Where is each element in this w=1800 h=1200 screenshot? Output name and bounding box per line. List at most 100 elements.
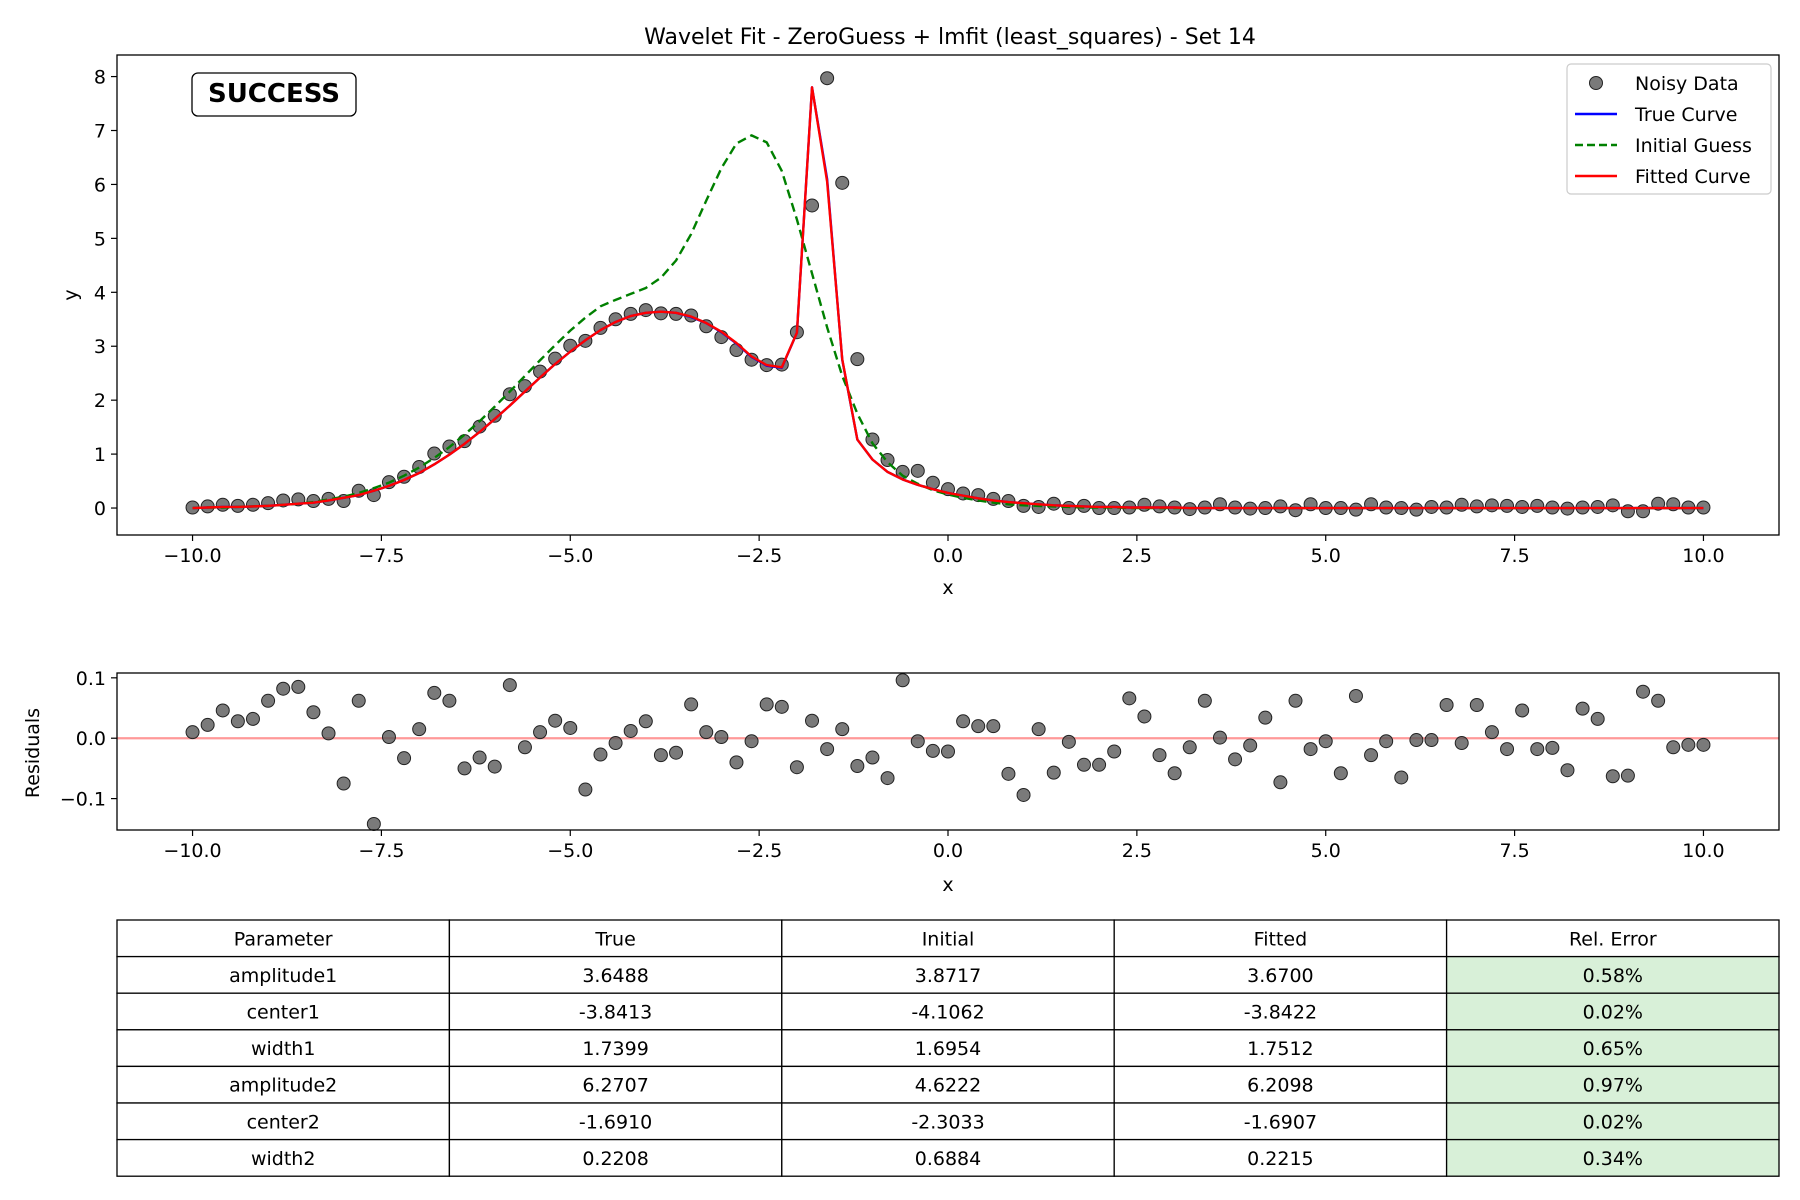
- residual-point: [1076, 757, 1091, 772]
- noisy-data-point: [261, 496, 276, 511]
- residual-point: [351, 693, 366, 708]
- main-y-tick-label: 2: [94, 390, 106, 412]
- noisy-data-point: [1454, 497, 1469, 512]
- main-x-tick-label: 0.0: [933, 545, 963, 567]
- table-cell: [448, 1029, 783, 1068]
- residual-point: [1364, 748, 1379, 763]
- residual-point: [653, 748, 668, 763]
- residuals-x-tick-label: −10.0: [163, 840, 221, 862]
- table-cell: [1113, 1102, 1448, 1141]
- legend-label: Initial Guess: [1635, 135, 1752, 157]
- residual-point: [835, 722, 850, 737]
- table-cell-text: 3.8717: [915, 965, 981, 987]
- legend-marker: [1589, 76, 1603, 90]
- residual-point: [1484, 725, 1499, 740]
- residual-point: [1318, 734, 1333, 749]
- table-cell-text: -4.1062: [911, 1002, 984, 1024]
- main-y-tick-label: 8: [94, 67, 106, 89]
- success-badge-box: [191, 72, 357, 117]
- table-cell: [1445, 1065, 1780, 1104]
- residual-point: [1560, 763, 1575, 778]
- table-header-text: Rel. Error: [1569, 928, 1657, 950]
- residual-point: [261, 693, 276, 708]
- table-cell: [1113, 992, 1448, 1031]
- residual-point: [563, 720, 578, 735]
- residuals-x-tick-label: 5.0: [1311, 840, 1341, 862]
- residual-point: [1590, 711, 1605, 726]
- table-cell-text: 3.6700: [1247, 965, 1313, 987]
- table-cell-text: width2: [251, 1148, 315, 1170]
- residual-point: [1092, 757, 1107, 772]
- legend-label: True Curve: [1634, 104, 1737, 126]
- main-y-tick-label: 7: [94, 121, 106, 143]
- residual-point: [1681, 737, 1696, 752]
- residuals-x-ticks: −10.0 −7.5 −5.0 −2.5 0.0 2.5 5.0 7.5 10.0: [163, 830, 1725, 862]
- main-plot-series: [185, 71, 1711, 519]
- noisy-data-point: [1500, 498, 1515, 513]
- residual-point: [1212, 730, 1227, 745]
- main-y-tick-label: 5: [94, 228, 106, 250]
- residual-point: [774, 699, 789, 714]
- residual-point: [306, 705, 321, 720]
- residual-point: [245, 711, 260, 726]
- main-x-tick-label: 7.5: [1499, 545, 1529, 567]
- residual-point: [971, 719, 986, 734]
- table-cell-text: width1: [251, 1038, 315, 1060]
- table-header-text: Initial: [922, 928, 975, 950]
- main-y-tick-label: 4: [94, 282, 106, 304]
- residuals-x-tick-label: −2.5: [736, 840, 782, 862]
- table-cell-text: 1.7399: [582, 1038, 648, 1060]
- table-cell-text: 0.97%: [1583, 1075, 1643, 1097]
- table-header-cell: [781, 919, 1115, 958]
- residual-point: [200, 717, 215, 732]
- table-cell: [448, 1102, 783, 1141]
- table-cell: [1445, 1102, 1780, 1141]
- residual-point: [517, 740, 532, 755]
- fitted-curve-line: [192, 86, 1704, 510]
- table-cell: [781, 1138, 1115, 1177]
- residual-point: [336, 776, 351, 791]
- residual-point: [397, 751, 412, 766]
- residual-point: [956, 714, 971, 729]
- main-plot: −10.0 −7.5 −5.0 −2.5 0.0 2.5 5.0 7.5 10.0 0 1 2 3 4 5…: [60, 54, 1780, 599]
- noisy-data-point: [653, 306, 668, 321]
- residual-point: [729, 755, 744, 770]
- success-badge-label: SUCCESS: [208, 79, 340, 109]
- residual-point: [1454, 736, 1469, 751]
- main-x-tick-label: 2.5: [1122, 545, 1152, 567]
- table-cell-text: -2.3033: [911, 1111, 984, 1133]
- residual-point: [865, 750, 880, 765]
- main-x-tick-label: −5.0: [547, 545, 593, 567]
- residual-point: [321, 726, 336, 741]
- legend-box: [1566, 63, 1772, 195]
- residual-point: [1409, 733, 1424, 748]
- residual-point: [412, 722, 427, 737]
- table-cell: [448, 992, 783, 1031]
- noisy-data-point: [805, 198, 820, 213]
- residual-point: [608, 736, 623, 751]
- residuals-x-tick-label: −5.0: [547, 840, 593, 862]
- residual-point: [366, 816, 381, 831]
- noisy-data-point: [910, 463, 925, 478]
- residual-point: [548, 713, 563, 728]
- noisy-data-point: [1137, 497, 1152, 512]
- residual-point: [1258, 710, 1273, 725]
- table-cell-text: 1.6954: [915, 1038, 981, 1060]
- residual-point: [533, 725, 548, 740]
- noisy-data-point: [1288, 503, 1303, 518]
- noisy-data-point: [820, 71, 835, 86]
- residual-point: [805, 713, 820, 728]
- residual-point: [880, 771, 895, 786]
- table-cell-text: -3.8413: [579, 1002, 652, 1024]
- main-x-tick-label: 10.0: [1682, 545, 1724, 567]
- residuals-x-label: x: [942, 874, 953, 896]
- noisy-data-point: [487, 408, 502, 423]
- legend: Noisy Data True Curve Initial Guess Fitted …: [1566, 63, 1772, 195]
- residual-point: [1530, 742, 1545, 757]
- noisy-data-point: [1409, 502, 1424, 517]
- noisy-data-point: [1605, 498, 1620, 513]
- residual-point: [578, 782, 593, 797]
- residual-point: [442, 693, 457, 708]
- legend-label: Fitted Curve: [1635, 166, 1751, 188]
- residual-point: [1122, 691, 1137, 706]
